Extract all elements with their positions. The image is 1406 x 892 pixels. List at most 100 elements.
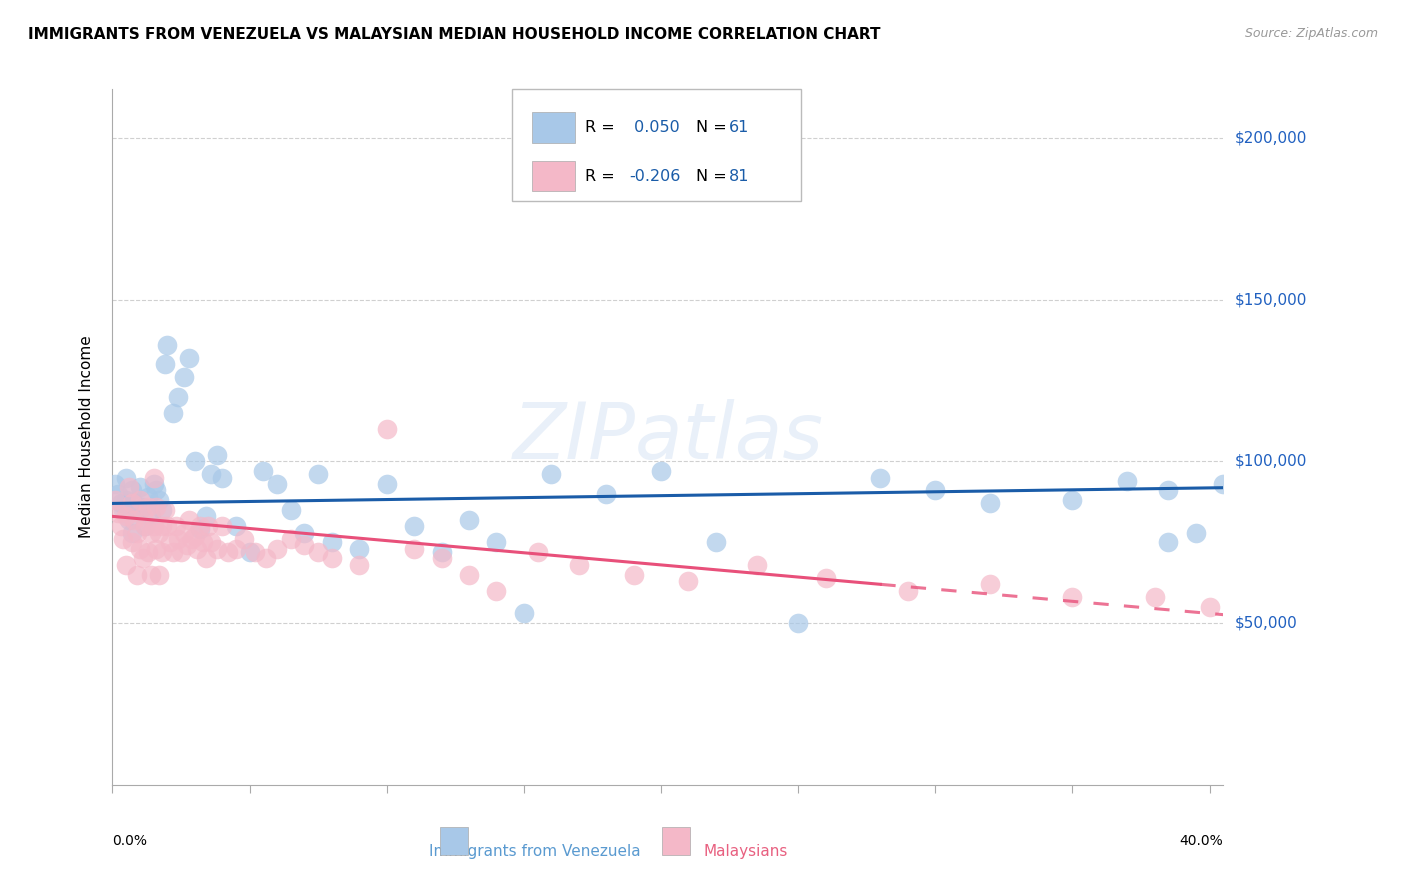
Point <box>1062 493 1084 508</box>
Text: N =: N = <box>696 169 731 184</box>
Point <box>307 467 329 482</box>
Point <box>104 493 127 508</box>
Point <box>1157 535 1180 549</box>
Point <box>814 571 837 585</box>
Point <box>173 525 195 540</box>
Point <box>1308 616 1330 631</box>
Point <box>170 545 193 559</box>
Point <box>150 545 173 559</box>
Point <box>136 545 159 559</box>
Point <box>704 535 727 549</box>
Point <box>139 509 162 524</box>
Point <box>194 551 217 566</box>
Point <box>159 535 181 549</box>
Point <box>485 583 508 598</box>
Point <box>184 529 207 543</box>
Point <box>112 532 135 546</box>
Point <box>148 525 170 540</box>
Point <box>107 486 129 500</box>
FancyBboxPatch shape <box>533 161 575 192</box>
Point <box>115 558 138 572</box>
Point <box>131 500 153 514</box>
Point <box>142 519 165 533</box>
Point <box>1143 591 1166 605</box>
Point <box>186 541 208 556</box>
Point <box>404 541 426 556</box>
FancyBboxPatch shape <box>533 112 575 143</box>
Point <box>188 522 211 536</box>
Point <box>136 490 159 504</box>
Point <box>280 532 302 546</box>
Point <box>129 480 152 494</box>
Point <box>526 545 548 559</box>
Point <box>430 551 453 566</box>
Text: N =: N = <box>696 120 731 135</box>
Point <box>145 500 167 514</box>
Point <box>540 467 562 482</box>
Point <box>145 483 167 498</box>
Point <box>127 525 149 540</box>
Point <box>153 357 176 371</box>
Point <box>1362 623 1385 637</box>
Point <box>124 496 146 510</box>
Point <box>200 535 222 549</box>
Point <box>650 464 672 478</box>
Point <box>294 539 316 553</box>
Text: 40.0%: 40.0% <box>1180 834 1223 847</box>
Point <box>1157 483 1180 498</box>
Text: 0.0%: 0.0% <box>112 834 148 847</box>
FancyBboxPatch shape <box>512 89 801 201</box>
Point <box>179 513 201 527</box>
Point <box>165 519 187 533</box>
Point <box>458 567 481 582</box>
Point <box>150 519 173 533</box>
Point <box>167 532 190 546</box>
Text: 81: 81 <box>728 169 749 184</box>
Point <box>239 545 262 559</box>
Point <box>375 477 398 491</box>
Point <box>211 519 233 533</box>
FancyBboxPatch shape <box>662 827 690 855</box>
Point <box>153 503 176 517</box>
Point <box>678 574 700 588</box>
Point <box>349 541 371 556</box>
Point <box>430 545 453 559</box>
Point <box>349 558 371 572</box>
Text: R =: R = <box>585 169 620 184</box>
Point <box>124 513 146 527</box>
Text: $200,000: $200,000 <box>1234 130 1306 145</box>
Point <box>197 519 219 533</box>
Point <box>1253 609 1275 624</box>
Text: ZIPatlas: ZIPatlas <box>512 399 824 475</box>
Text: IMMIGRANTS FROM VENEZUELA VS MALAYSIAN MEDIAN HOUSEHOLD INCOME CORRELATION CHART: IMMIGRANTS FROM VENEZUELA VS MALAYSIAN M… <box>28 27 880 42</box>
Point <box>162 406 184 420</box>
Point <box>458 513 481 527</box>
Point <box>869 470 891 484</box>
Point <box>121 535 143 549</box>
Point <box>897 583 920 598</box>
Point <box>321 535 343 549</box>
Y-axis label: Median Household Income: Median Household Income <box>79 335 94 539</box>
Point <box>205 541 228 556</box>
Text: $50,000: $50,000 <box>1234 615 1298 631</box>
Point <box>121 483 143 498</box>
Point <box>1062 591 1084 605</box>
Point <box>233 532 256 546</box>
Point <box>112 503 135 517</box>
Point <box>280 503 302 517</box>
Point <box>194 509 217 524</box>
Text: -0.206: -0.206 <box>628 169 681 184</box>
Point <box>115 509 138 524</box>
Point <box>110 519 132 533</box>
Point <box>1212 477 1234 491</box>
Point <box>225 541 247 556</box>
Point <box>131 551 153 566</box>
Point <box>745 558 768 572</box>
Point <box>623 567 645 582</box>
Point <box>252 464 274 478</box>
Text: 0.050: 0.050 <box>628 120 679 135</box>
Point <box>127 503 149 517</box>
Point <box>568 558 591 572</box>
Point <box>127 567 149 582</box>
FancyBboxPatch shape <box>440 827 468 855</box>
